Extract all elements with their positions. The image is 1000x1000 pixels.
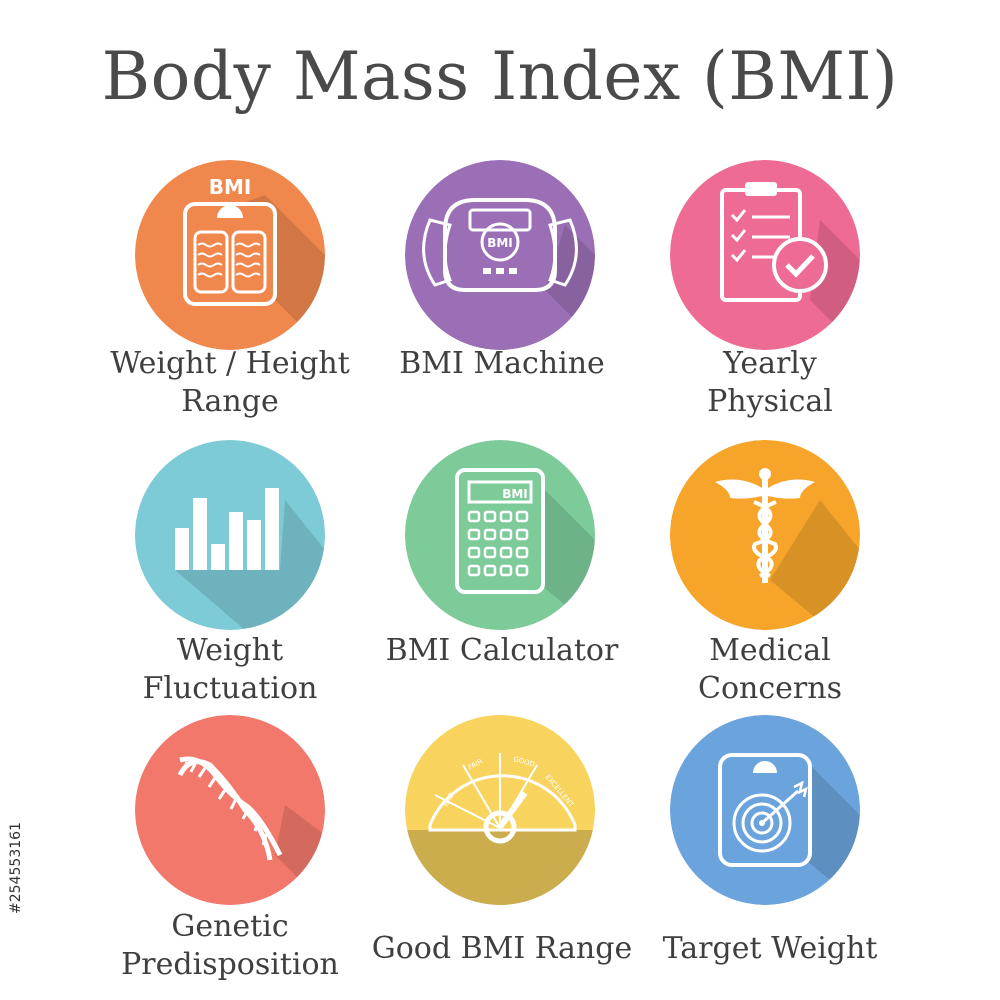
target-scale-icon — [670, 715, 860, 905]
label-target-weight: Target Weight — [662, 931, 878, 966]
label-genetic-predisposition: Genetic Predisposition — [121, 909, 339, 982]
svg-text:BMI: BMI — [209, 175, 252, 199]
label-bmi-calculator: BMI Calculator — [385, 633, 619, 668]
bmi-scale-icon: BMI — [135, 160, 325, 350]
svg-text:BMI: BMI — [502, 487, 528, 501]
label-weight-fluctuation: Weight Fluctuation — [142, 633, 318, 706]
label-bmi-machine: BMI Machine — [399, 346, 605, 381]
caduceus-icon — [670, 440, 860, 630]
bar-chart-icon — [135, 440, 325, 630]
dna-icon — [135, 715, 325, 905]
calculator-icon: BMI — [405, 440, 595, 630]
clipboard-check-icon — [670, 160, 860, 350]
label-good-bmi-range: Good BMI Range — [371, 931, 633, 966]
label-weight-height-range: Weight / Height Range — [110, 346, 350, 419]
gauge-icon: BAD FAIR GOOD EXCELLENT — [405, 715, 595, 905]
page-title: Body Mass Index (BMI) — [101, 38, 899, 115]
bmi-machine-icon: BMI — [405, 160, 595, 350]
label-medical-concerns: Medical Concerns — [698, 633, 842, 706]
label-yearly-physical: Yearly Physical — [707, 346, 833, 419]
svg-text:BMI: BMI — [487, 236, 513, 250]
stock-id-watermark: #254553161 — [8, 822, 24, 914]
